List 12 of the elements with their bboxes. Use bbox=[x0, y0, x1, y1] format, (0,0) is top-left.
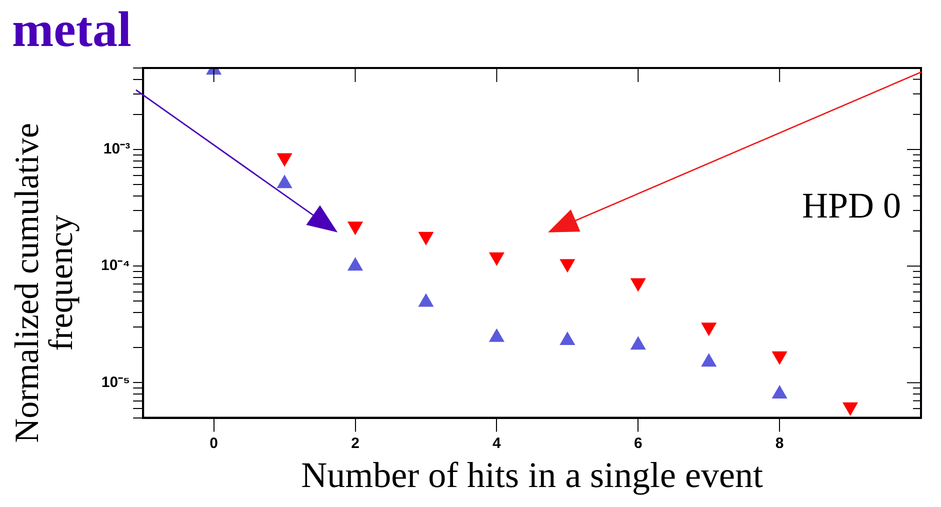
text: metal bbox=[12, 0, 132, 57]
x-tick-label: 0 bbox=[210, 434, 218, 452]
annotation: HPD 0 bbox=[802, 185, 901, 226]
x-tick-label: 2 bbox=[351, 434, 360, 452]
y-tick-label: 10⁻³ bbox=[103, 140, 130, 158]
x-tick-label: 8 bbox=[775, 434, 784, 452]
x-tick-label: 6 bbox=[634, 434, 642, 452]
x-tick-label: 4 bbox=[492, 434, 502, 452]
y-axis-title: Normalized cumulative frequency bbox=[8, 122, 80, 443]
y-tick-label: 10⁻⁵ bbox=[101, 374, 130, 391]
x-axis-title: Number of hits in a single event bbox=[301, 454, 764, 495]
y-tick-label: 10⁻⁴ bbox=[100, 257, 130, 274]
